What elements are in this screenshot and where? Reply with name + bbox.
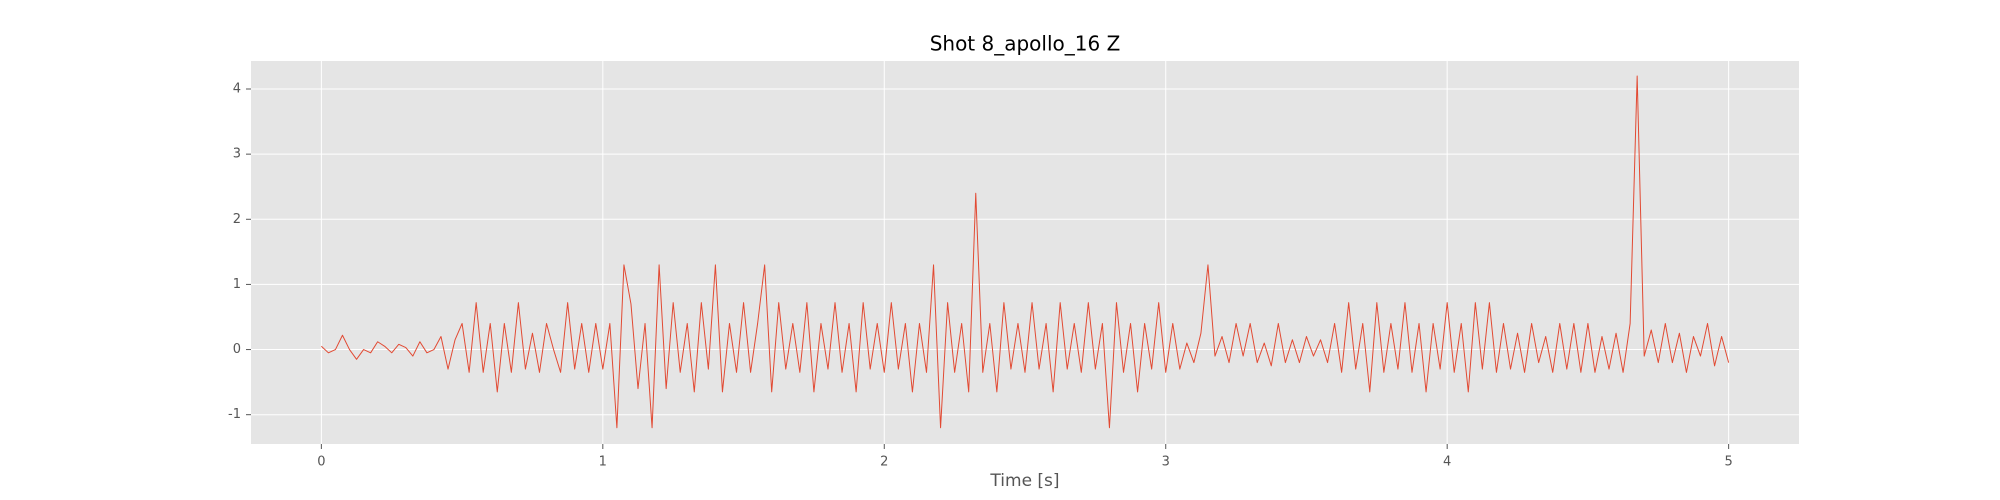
x-axis-label: Time [s] — [989, 471, 1059, 491]
y-tick-label: 1 — [233, 277, 241, 292]
plot-area — [251, 61, 1799, 444]
x-tick-label: 2 — [880, 455, 888, 470]
chart-title: Shot 8_apollo_16 Z — [930, 32, 1121, 56]
y-tick-label: 0 — [233, 342, 241, 357]
y-tick-label: 4 — [233, 82, 241, 97]
y-tick-label: 3 — [233, 147, 241, 162]
x-tick-label: 1 — [599, 455, 607, 470]
y-tick-label: 2 — [233, 212, 241, 227]
x-tick-label: 0 — [317, 455, 325, 470]
x-tick-label: 5 — [1724, 455, 1732, 470]
y-tick-label: -1 — [228, 407, 241, 422]
x-tick-label: 4 — [1443, 455, 1451, 470]
signal-line — [321, 75, 1730, 429]
x-tick-label: 3 — [1162, 455, 1170, 470]
